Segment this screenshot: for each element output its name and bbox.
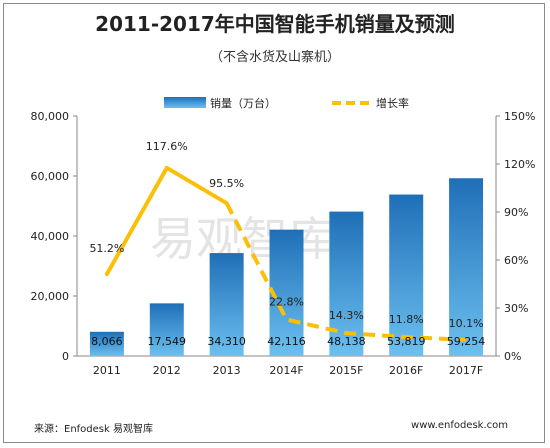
axes-layer: 0 20,000 40,000 60,000 80,000 0% 30% 60% 90% 120%…: [31, 110, 536, 377]
bar: [269, 229, 304, 356]
bar-value-label: 34,310: [207, 335, 246, 348]
category-label: 2016F: [389, 364, 423, 377]
legend-line-label: 增长率: [376, 96, 409, 110]
left-tick-label: 0: [62, 350, 69, 363]
bar-value-label: 8,066: [91, 335, 123, 348]
website-url: www.enfodesk.com: [411, 420, 508, 431]
bar-value-label: 53,819: [387, 335, 426, 348]
rate-line-layer: [104, 165, 467, 342]
right-tick-label: 30%: [504, 302, 528, 315]
category-label: 2012: [153, 364, 181, 377]
rate-value-label: 10.1%: [449, 317, 484, 330]
bar-value-label: 59,254: [447, 335, 486, 348]
rate-value-label: 95.5%: [209, 177, 244, 190]
legend-bar-swatch: [164, 97, 206, 108]
legend-bar-label: 销量（万台）: [210, 96, 276, 110]
left-tick-label: 80,000: [31, 110, 70, 123]
bars-layer: [89, 178, 484, 356]
bar-value-label: 48,138: [327, 335, 366, 348]
left-tick-label: 20,000: [31, 290, 70, 303]
bar: [389, 194, 424, 356]
bar-value-label: 17,549: [148, 335, 187, 348]
source-note: 来源：Enfodesk 易观智库: [34, 424, 153, 435]
bar: [89, 331, 124, 356]
legend: 销量（万台） 增长率: [164, 96, 409, 110]
category-label: 2017F: [449, 364, 483, 377]
rate-value-label: 11.8%: [389, 313, 424, 326]
rate-value-label: 51.2%: [89, 242, 124, 255]
rate-value-label: 14.3%: [329, 309, 364, 322]
rate-line-dashed: [224, 202, 467, 342]
bar: [209, 253, 244, 356]
bar: [449, 178, 484, 356]
chart-title: 2011-2017年中国智能手机销量及预测: [95, 12, 455, 36]
right-tick-label: 90%: [504, 206, 528, 219]
chart-subtitle: （不含水货及山寨机）: [209, 50, 340, 65]
rate-value-label: 117.6%: [146, 140, 188, 153]
category-label: 2011: [93, 364, 121, 377]
right-tick-label: 0%: [504, 350, 521, 363]
right-tick-label: 60%: [504, 254, 528, 267]
category-label: 2015F: [329, 364, 363, 377]
left-tick-label: 40,000: [31, 230, 70, 243]
bar: [149, 303, 184, 356]
category-label: 2013: [213, 364, 241, 377]
rate-value-label: 22.8%: [269, 296, 304, 309]
bar-value-label: 42,116: [267, 335, 306, 348]
category-label: 2014F: [269, 364, 303, 377]
labels-layer: 8,066 17,549 34,310 42,116 48,138 53,819 59,25…: [89, 140, 485, 348]
right-tick-label: 150%: [504, 110, 535, 123]
rate-line-solid: [104, 165, 229, 277]
right-tick-label: 120%: [504, 158, 535, 171]
left-tick-label: 60,000: [31, 170, 70, 183]
